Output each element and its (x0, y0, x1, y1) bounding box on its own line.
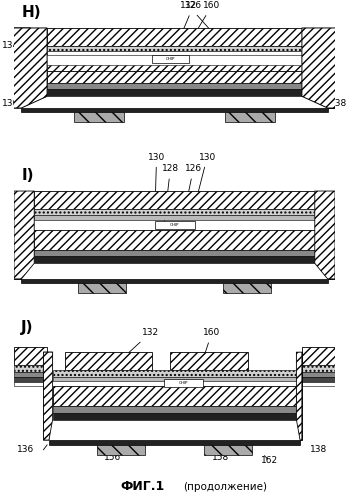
Bar (47, 28, 302, 46)
Bar (47, 82, 302, 88)
Text: I): I) (21, 168, 34, 183)
Bar (53, 370, 296, 376)
Bar (47, 52, 302, 56)
Bar (47, 65, 302, 71)
Bar (14, 372, 47, 376)
Text: 136: 136 (17, 446, 34, 454)
Bar (21, 279, 328, 283)
Bar (205, 445, 252, 454)
Polygon shape (14, 191, 34, 279)
Bar (47, 71, 302, 83)
Text: 132: 132 (122, 328, 159, 359)
Polygon shape (328, 191, 335, 279)
Bar (53, 376, 296, 382)
Text: 128: 128 (162, 164, 179, 222)
Polygon shape (296, 352, 302, 440)
Bar (302, 365, 335, 372)
Bar (74, 112, 124, 122)
Bar (53, 412, 296, 420)
Text: CHIP: CHIP (178, 382, 188, 386)
Bar (155, 222, 195, 229)
Bar (34, 230, 315, 250)
Bar (14, 365, 47, 372)
Bar (14, 348, 47, 365)
Bar (302, 376, 335, 382)
Polygon shape (318, 28, 337, 108)
Text: 130: 130 (192, 152, 216, 216)
Bar (170, 352, 248, 370)
Text: 126: 126 (176, 2, 202, 47)
Bar (49, 440, 300, 445)
Text: 136: 136 (2, 98, 20, 108)
Text: 132: 132 (180, 2, 215, 34)
Text: 158: 158 (212, 452, 230, 462)
Bar (79, 283, 126, 292)
Polygon shape (296, 352, 302, 440)
Polygon shape (43, 352, 53, 440)
Bar (14, 382, 47, 386)
Bar (302, 348, 335, 365)
Polygon shape (14, 191, 21, 279)
Text: ФИГ.1: ФИГ.1 (121, 480, 165, 494)
Text: 130: 130 (148, 152, 165, 216)
Text: 138: 138 (329, 98, 347, 108)
Text: 162: 162 (261, 456, 278, 466)
Bar (34, 250, 315, 256)
Bar (21, 108, 328, 112)
Bar (53, 406, 296, 412)
Text: 134: 134 (2, 41, 20, 50)
Text: CHIP: CHIP (166, 57, 175, 61)
Bar (223, 283, 270, 292)
Text: 126: 126 (183, 164, 202, 220)
Text: 160: 160 (186, 2, 220, 49)
Bar (65, 352, 152, 370)
Polygon shape (315, 191, 335, 279)
Bar (34, 191, 315, 208)
Bar (164, 380, 202, 388)
Bar (97, 445, 144, 454)
Polygon shape (302, 28, 337, 108)
Bar (34, 256, 315, 264)
Polygon shape (43, 352, 53, 440)
Text: (продолжение): (продолжение) (184, 482, 268, 492)
Bar (302, 382, 335, 386)
Text: 138: 138 (310, 446, 327, 454)
Text: J): J) (21, 320, 34, 334)
Bar (47, 46, 302, 52)
Bar (53, 386, 296, 406)
Text: 156: 156 (104, 452, 121, 462)
Polygon shape (12, 28, 31, 108)
Bar (14, 376, 47, 382)
Text: 160: 160 (199, 328, 220, 372)
Bar (34, 216, 315, 220)
Text: H): H) (21, 5, 41, 20)
Bar (302, 372, 335, 376)
Bar (47, 88, 302, 96)
Polygon shape (12, 28, 47, 108)
Text: CHIP: CHIP (170, 223, 180, 227)
Bar (225, 112, 275, 122)
Bar (152, 56, 189, 63)
Bar (34, 208, 315, 216)
